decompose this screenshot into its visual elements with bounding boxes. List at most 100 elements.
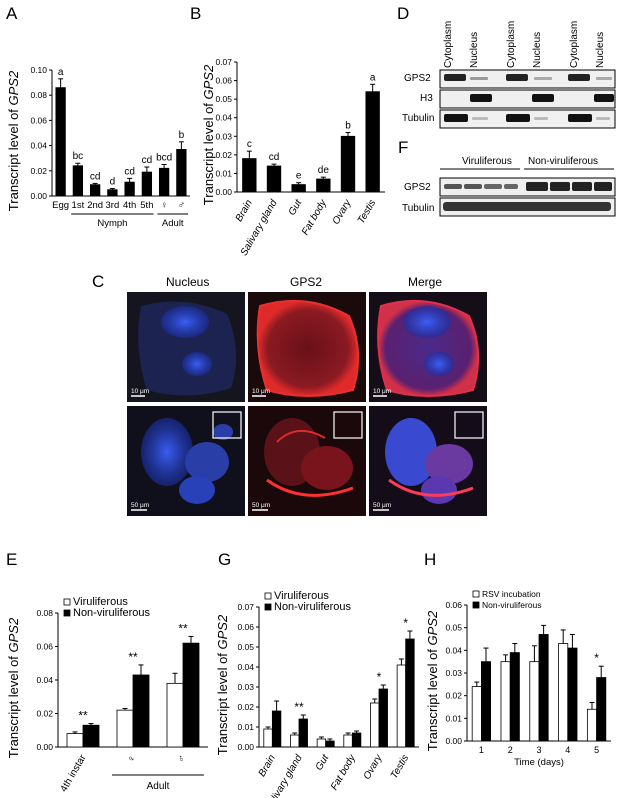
- bar: [158, 167, 170, 197]
- bar: [405, 638, 415, 748]
- y-tick-label: 0.06: [237, 622, 254, 632]
- blot-f-row-tubulin: Tubulin: [402, 203, 434, 214]
- y-tick-label: 0.02: [30, 166, 47, 176]
- chart-a: 0.00 0.02 0.04 0.06 0.08 0.10 Transcript level…: [6, 65, 190, 229]
- panel-label-d: D: [397, 4, 410, 23]
- y-tick-label: 0.08: [36, 608, 53, 618]
- bar: [66, 733, 84, 748]
- bar: [266, 165, 282, 193]
- significance-star: *: [594, 651, 599, 665]
- legend-swatch: [63, 609, 71, 617]
- blot-d-col-3: Cytoplasm: [506, 21, 517, 68]
- bar: [558, 643, 569, 742]
- blot-f-group-1: Viruliferous: [462, 156, 512, 167]
- y-tick-label: 0.05: [445, 623, 462, 633]
- bar: [396, 664, 407, 748]
- scalebar-1: 10 μm: [131, 388, 149, 395]
- blot-d-col-5: Cytoplasm: [569, 21, 580, 68]
- micrograph-grid: 10 μm 10 μm 10 μm 50 μm 50 μm: [127, 292, 487, 516]
- y-tick-label: 0.04: [237, 662, 254, 672]
- bar: [538, 634, 549, 742]
- blot-d-col-6: Nucleus: [595, 32, 606, 68]
- bar: [263, 728, 273, 748]
- y-tick-label: 0.01: [237, 722, 254, 732]
- bar: [340, 135, 356, 193]
- x-tick-label: Ovary: [331, 197, 354, 226]
- bar: [72, 165, 84, 197]
- x-tick-label: 2nd: [87, 200, 103, 211]
- significance-star: *: [377, 670, 382, 684]
- bar: [481, 661, 492, 742]
- bar: [351, 732, 362, 748]
- chart-h: 0.00 0.01 0.02 0.03 0.04 0.05 0.06 Transcript l…: [425, 589, 611, 768]
- legend-label: Non-viruliferous: [482, 600, 542, 610]
- blot-d-col-4: Nucleus: [532, 32, 543, 68]
- x-tick-label: Ovary: [362, 752, 385, 781]
- x-tick-label: 4th: [123, 200, 136, 211]
- micrograph-merge-bottom: 50 μm: [369, 406, 487, 516]
- bar: [500, 661, 511, 742]
- x-tick-label: 5: [594, 745, 599, 755]
- blot-f-group-2: Non-viruliferous: [528, 156, 598, 167]
- bar: [89, 184, 101, 197]
- x-tick-label: Brain: [257, 753, 278, 779]
- y-axis-label: Transcript level of GPS2: [6, 617, 21, 758]
- blot-d-col-2: Nucleus: [469, 32, 480, 68]
- bar: [471, 686, 482, 742]
- y-tick-label: 0.05: [237, 642, 254, 652]
- y-tick-label: 0.02: [215, 150, 232, 160]
- micrograph-gps2-bottom: 50 μm: [248, 406, 366, 516]
- blot-d-row-tubulin: Tubulin: [402, 113, 434, 124]
- y-tick-label: 0.02: [237, 702, 254, 712]
- legend-swatch: [264, 603, 272, 611]
- header-gps2: GPS2: [290, 275, 323, 289]
- significance-letter: b: [345, 121, 351, 132]
- bar: [182, 642, 200, 748]
- blot-f-tubulin-bands: [443, 202, 611, 211]
- y-axis-label: Transcript level of GPS2: [215, 614, 230, 755]
- x-tick-label: 3: [536, 745, 541, 755]
- bar: [107, 189, 118, 197]
- scalebar-5: 50 μm: [252, 502, 270, 509]
- y-tick-label: 0.07: [215, 57, 232, 67]
- significance-letter: cd: [124, 166, 135, 177]
- y-tick-label: 0.00: [30, 191, 47, 201]
- x-tick-label: ♀: [161, 200, 168, 211]
- significance-letter: cd: [142, 155, 153, 166]
- y-tick-label: 0.03: [215, 131, 232, 141]
- significance-letter: e: [296, 171, 302, 182]
- bar: [529, 661, 540, 742]
- x-tick-label: Testis: [389, 753, 411, 781]
- y-tick-label: 0.02: [445, 691, 462, 701]
- bar: [596, 677, 607, 742]
- significance-star: **: [178, 621, 188, 635]
- bar: [242, 158, 257, 193]
- x-tick-label: ♀: [125, 753, 138, 765]
- y-tick-label: 0.06: [215, 76, 232, 86]
- bar: [55, 87, 66, 197]
- legend-swatch: [63, 598, 71, 606]
- significance-letter: c: [247, 139, 252, 150]
- group-label: Nymph: [97, 218, 127, 229]
- bar: [124, 181, 135, 197]
- micrograph-merge-top: 10 μm: [369, 292, 487, 402]
- x-tick-label: Egg: [52, 200, 69, 211]
- x-tick-label: Gut: [287, 197, 305, 218]
- y-tick-label: 0.04: [215, 113, 232, 123]
- bar: [82, 724, 100, 748]
- chart-e: 0.00 0.02 0.04 0.06 0.08 Transcript level of …: [6, 596, 208, 794]
- bar: [509, 652, 520, 742]
- significance-letter: de: [318, 165, 330, 176]
- y-tick-label: 0.04: [445, 645, 462, 655]
- chart-g: 0.00 0.01 0.02 0.03 0.04 0.05 0.06 0.07 Transcri…: [215, 590, 419, 798]
- y-tick-label: 0.08: [30, 90, 47, 100]
- significance-letter: a: [370, 72, 376, 83]
- bar: [141, 171, 153, 197]
- legend-label: Non-viruliferous: [73, 607, 151, 619]
- y-tick-label: 0.00: [445, 736, 462, 746]
- y-tick-label: 0.00: [215, 187, 232, 197]
- x-tick-label: Testis: [356, 198, 378, 226]
- bar: [271, 710, 282, 748]
- microscopy-headers: Nucleus GPS2 Merge: [128, 275, 486, 291]
- y-tick-label: 0.03: [445, 668, 462, 678]
